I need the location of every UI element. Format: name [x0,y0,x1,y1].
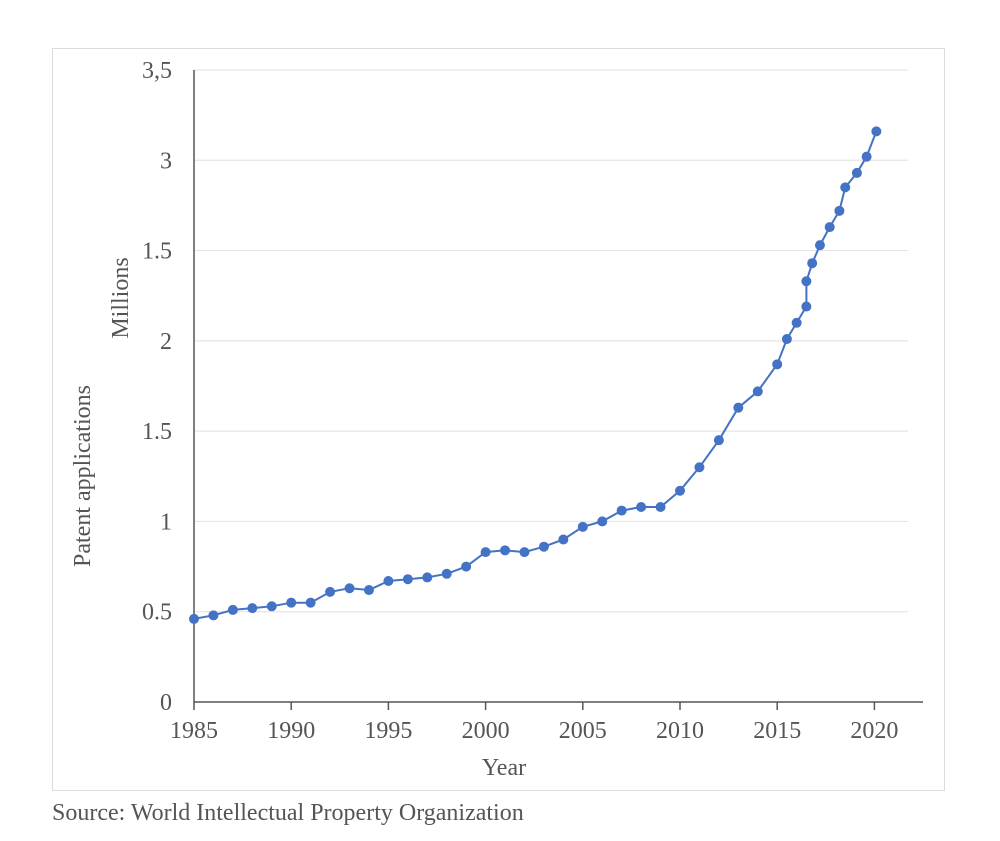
grid-lines [194,69,908,613]
data-point [675,485,685,496]
data-point [655,501,666,512]
y-tick-labels: 0 0.5 1 1.5 2 1.5 3 3,5 [142,58,172,716]
y-tick-label: 0 [160,690,172,716]
x-tick-label: 2000 [462,718,510,744]
data-point [247,603,258,614]
data-point [834,205,845,216]
data-point [402,574,413,585]
data-point [851,167,862,178]
data-point [189,613,199,624]
x-tick-label: 2010 [656,718,704,744]
data-point [713,435,724,446]
data-point [363,585,374,596]
data-point [801,301,812,312]
data-point [801,276,812,287]
chart-frame [52,48,945,791]
data-point [519,547,530,558]
axes [193,70,923,710]
y-axis-unit-label: Millions [108,257,134,338]
data-point [861,151,872,162]
y-tick-label: 1 [160,509,172,535]
data-series [189,126,882,624]
x-tick-label: 1985 [170,718,218,744]
data-point [840,182,851,193]
data-point [752,386,763,397]
data-point [824,222,835,233]
data-point [807,258,818,269]
data-point [538,541,549,552]
data-point [597,516,608,527]
x-tick-label: 1990 [267,718,315,744]
data-point [480,547,491,558]
x-tick-label: 1995 [364,718,412,744]
data-point [286,597,297,608]
source-note: Source: World Intellectual Property Orga… [52,800,524,826]
data-point [325,586,336,597]
y-tick-label: 3 [160,148,172,174]
x-tick-label: 2020 [850,718,898,744]
data-point [814,240,825,251]
x-axis-title: Year [482,755,526,781]
x-tick-labels: 1985 1990 1995 2000 2005 2010 2015 2020 [170,718,898,744]
y-tick-label: 1.5 [142,239,172,265]
data-point [344,583,355,594]
y-tick-label: 2 [160,329,172,355]
data-point [636,501,647,512]
data-point [694,462,705,473]
data-point [871,126,882,137]
data-point [781,334,792,345]
data-point [266,601,277,612]
data-point [733,402,744,413]
data-point [558,534,569,545]
data-point [616,505,627,516]
data-point [422,572,433,583]
y-tick-label: 3,5 [142,58,172,84]
data-point [772,359,783,370]
data-point [208,610,219,621]
series-line [193,131,878,620]
y-axis-title: Patent applications [70,385,96,567]
data-point [461,561,472,572]
data-point [791,317,802,328]
y-tick-label: 0.5 [142,600,172,626]
patent-chart: 0 0.5 1 1.5 2 1.5 3 3,5 1985 1990 1995 2000 2005 201… [70,58,923,781]
x-tick-label: 2005 [559,718,607,744]
data-point [383,576,394,587]
data-point [441,568,452,579]
x-tick-label: 2015 [753,718,801,744]
y-tick-label: 1.5 [142,419,172,445]
data-point [305,597,316,608]
data-point [577,521,588,532]
data-point [227,604,238,615]
data-point [500,545,511,556]
